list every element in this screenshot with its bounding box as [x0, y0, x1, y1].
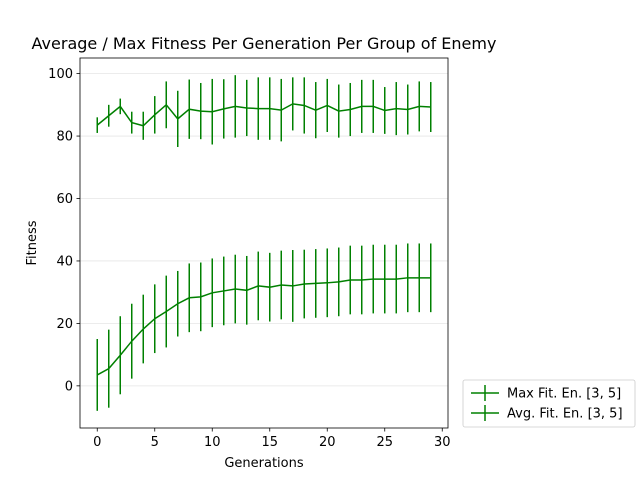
x-tick-label: 0	[93, 435, 101, 450]
chart-title: Average / Max Fitness Per Generation Per…	[32, 34, 497, 53]
x-tick-label: 30	[434, 435, 451, 450]
x-tick-label: 5	[151, 435, 159, 450]
y-tick-label: 100	[48, 67, 73, 82]
y-axis-label: Fitness	[25, 220, 40, 265]
series-line	[96, 277, 431, 376]
legend-box	[462, 379, 636, 428]
legend-entry: Max Fit. En. [3, 5]	[507, 387, 621, 402]
y-tick-label: 0	[65, 379, 73, 394]
x-tick-label: 20	[319, 435, 336, 450]
x-tick-label: 25	[376, 435, 393, 450]
y-tick-label: 40	[56, 254, 73, 269]
x-axis-label: Generations	[224, 456, 304, 471]
x-tick-label: 10	[204, 435, 221, 450]
series-1	[96, 243, 432, 411]
y-tick-label: 80	[56, 130, 73, 145]
legend: Max Fit. En. [3, 5] Avg. Fit. En. [3, 5]	[462, 379, 636, 428]
plot-area: 0 5 10 15 20 25 30 0 20 40 60 80 100	[48, 57, 451, 450]
y-tick-label: 20	[56, 317, 73, 332]
x-tick-label: 15	[261, 435, 278, 450]
series-0	[96, 75, 432, 147]
legend-entry: Avg. Fit. En. [3, 5]	[507, 407, 623, 422]
y-tick-label: 60	[56, 192, 73, 207]
series-line	[96, 103, 431, 127]
axes-frame	[79, 57, 449, 429]
